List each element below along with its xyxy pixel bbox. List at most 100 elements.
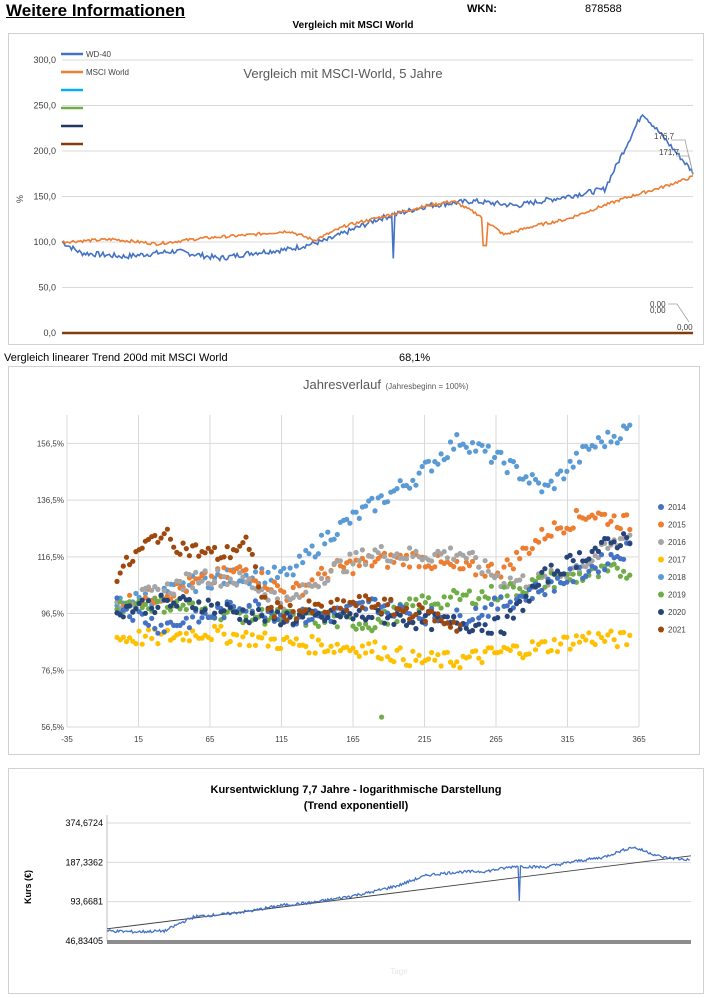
scatter-point-2018 (627, 422, 633, 428)
scatter-point-2021 (193, 542, 199, 548)
msci-series-line (61, 175, 694, 247)
scatter-point-2021 (419, 605, 425, 611)
scatter-point-2019 (627, 572, 633, 578)
scatter-point-2015 (460, 566, 466, 572)
scatter-point-2020 (495, 615, 501, 621)
scatter-point-2017 (407, 663, 413, 669)
scatter-point-2021 (447, 624, 454, 630)
scatter-point-2021 (243, 534, 249, 540)
scatter-point-2015 (608, 518, 614, 524)
end-label-zero: 0,00 (650, 306, 666, 315)
scatter-point-2020 (158, 592, 164, 598)
scatter-point-2017 (385, 654, 391, 660)
scatter-point-2016 (325, 577, 331, 584)
scatter-point-2017 (215, 627, 221, 633)
scatter-point-2015 (611, 513, 617, 519)
scatter-point-2014 (605, 561, 611, 567)
y-tick-label: 187,3362 (65, 857, 103, 867)
scatter-point-2017 (435, 652, 441, 658)
scatter-point-2021 (196, 553, 202, 559)
x-tick-label: 265 (489, 735, 503, 744)
scatter-point-2015 (602, 511, 608, 517)
scatter-point-2014 (256, 601, 262, 607)
scatter-point-2019 (447, 594, 454, 600)
scatter-point-2017 (400, 657, 406, 663)
scatter-point-2021 (177, 551, 183, 557)
scatter-point-2018 (447, 439, 454, 445)
scatter-point-2015 (369, 563, 375, 569)
scatter-point-2015 (432, 564, 438, 570)
scatter-point-2018 (438, 451, 444, 457)
scatter-point-2021 (249, 551, 255, 557)
scatter-point-2016 (193, 569, 199, 575)
y-tick-label: 50,0 (38, 283, 56, 293)
scatter-point-2021 (186, 553, 192, 559)
msci-comparison-svg: 0,0 50,0 100,0 150,0 200,0 250,0 300,0% Verglei… (15, 50, 694, 338)
scatter-point-2018 (498, 449, 504, 455)
scatter-point-2015 (517, 556, 523, 562)
scatter-point-2017 (331, 649, 337, 655)
scatter-point-2015 (482, 573, 488, 579)
scatter-point-2015 (237, 564, 243, 570)
scatter-point-2020 (127, 603, 133, 609)
scatter-point-2021 (444, 620, 450, 626)
scatter-point-2017 (507, 647, 513, 653)
chart-subtitle: (Trend exponentiell) (304, 800, 409, 812)
scatter-point-2021 (438, 617, 444, 623)
scatter-point-2021 (281, 613, 287, 620)
scatter-point-2018 (278, 568, 284, 575)
scatter-point-2015 (514, 549, 520, 555)
scatter-point-2019 (614, 565, 620, 571)
scatter-point-2018 (608, 439, 614, 445)
scatter-point-2018 (271, 564, 277, 570)
scatter-point-2017 (542, 639, 548, 645)
scatter-point-2020 (536, 582, 542, 588)
scatter-point-2018 (617, 436, 624, 442)
scatter-point-2017 (259, 635, 265, 641)
log-price-chart: Kursentwicklung 7,7 Jahre - logarithmisc… (8, 768, 704, 994)
scatter-point-2017 (312, 650, 318, 656)
scatter-point-2014 (407, 611, 413, 617)
y-tick-label: 300,0 (33, 55, 56, 65)
scatter-point-2020 (145, 598, 152, 604)
scatter-point-2018 (501, 460, 507, 466)
scatter-point-2021 (359, 604, 365, 611)
y-axis-label: % (15, 195, 25, 203)
scatter-point-2017 (520, 655, 526, 661)
scatter-point-2020 (174, 603, 180, 609)
scatter-point-2017 (252, 642, 259, 648)
scatter-point-2021 (127, 562, 133, 568)
scatter-point-2020 (149, 605, 155, 611)
scatter-point-2016 (375, 550, 381, 556)
y-tick-label: 250,0 (33, 101, 56, 111)
scatter-point-2014 (595, 569, 602, 575)
scatter-point-2014 (183, 615, 189, 621)
scatter-point-2017 (554, 649, 561, 655)
scatter-point-2018 (300, 560, 306, 566)
scatter-point-2015 (230, 569, 237, 575)
scatter-point-2018 (567, 458, 573, 464)
scatter-point-2020 (212, 610, 218, 616)
scatter-point-2017 (570, 641, 576, 647)
scatter-point-2017 (240, 634, 246, 640)
scatter-point-2020 (208, 602, 214, 608)
scatter-point-2020 (120, 614, 126, 620)
scatter-point-2020 (155, 604, 161, 610)
scatter-point-2014 (152, 625, 158, 632)
scatter-point-2015 (548, 533, 554, 539)
chart1-header: Vergleich mit MSCI World (292, 20, 414, 31)
scatter-point-2017 (234, 632, 240, 638)
scatter-point-2021 (378, 610, 384, 616)
scatter-point-2019 (425, 595, 432, 601)
scatter-point-2017 (624, 642, 630, 648)
scatter-point-2018 (372, 508, 378, 514)
scatter-point-2017 (529, 639, 535, 645)
scatter-point-2014 (212, 615, 218, 621)
scatter-point-2020 (331, 619, 337, 625)
scatter-point-2014 (155, 630, 161, 636)
scatter-point-2018 (548, 478, 554, 484)
scatter-point-2015 (400, 562, 406, 568)
scatter-point-2017 (476, 655, 482, 661)
scatter-point-2018 (595, 435, 602, 441)
scatter-point-2020 (350, 616, 356, 622)
